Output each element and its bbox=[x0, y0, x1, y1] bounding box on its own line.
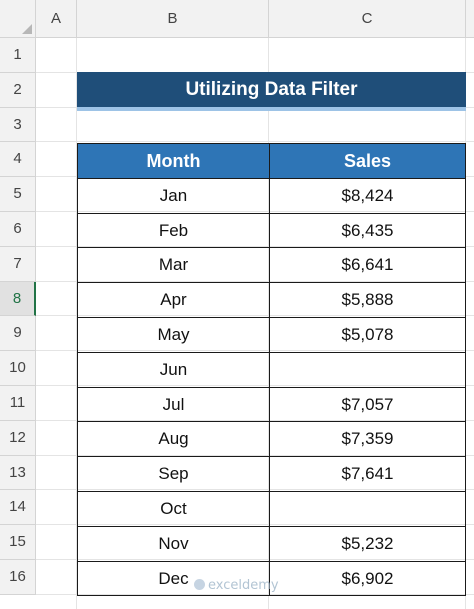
row-header-3[interactable]: 3 bbox=[0, 107, 36, 143]
row-header-5[interactable]: 5 bbox=[0, 177, 36, 212]
title-underline bbox=[77, 107, 466, 111]
row-header-1[interactable]: 1 bbox=[0, 38, 36, 73]
column-header-a[interactable]: A bbox=[36, 0, 77, 38]
column-header-c[interactable]: C bbox=[269, 0, 466, 38]
sales-cell[interactable]: $8,424 bbox=[269, 177, 466, 214]
sales-cell[interactable]: $6,641 bbox=[269, 247, 466, 284]
month-cell[interactable]: Nov bbox=[77, 525, 270, 562]
sheet-title[interactable]: Utilizing Data Filter bbox=[77, 72, 466, 107]
row-header-16[interactable]: 16 bbox=[0, 560, 36, 595]
table-header-month[interactable]: Month bbox=[77, 143, 270, 179]
watermark-text: exceldemy bbox=[208, 578, 279, 593]
gridline-row bbox=[36, 489, 474, 491]
month-cell[interactable]: Sep bbox=[77, 456, 270, 492]
gridline-col bbox=[76, 38, 77, 609]
gridline-row bbox=[36, 385, 474, 386]
gridline-row bbox=[36, 419, 474, 421]
month-cell[interactable]: Feb bbox=[77, 212, 270, 249]
gridline-row bbox=[36, 211, 474, 212]
month-cell[interactable]: Jun bbox=[77, 351, 270, 388]
sales-cell[interactable] bbox=[269, 351, 466, 388]
gridline-row bbox=[36, 245, 474, 247]
sales-cell[interactable]: $5,078 bbox=[269, 317, 466, 353]
gridline-row bbox=[36, 315, 474, 317]
gridline-row bbox=[36, 350, 474, 352]
watermark-logo-icon bbox=[194, 579, 205, 590]
row-header-11[interactable]: 11 bbox=[0, 386, 36, 421]
column-header-d[interactable] bbox=[466, 0, 474, 38]
gridline-col bbox=[268, 38, 269, 609]
sales-cell[interactable]: $6,435 bbox=[269, 212, 466, 249]
gridline-row bbox=[36, 280, 474, 282]
month-cell[interactable]: Mar bbox=[77, 247, 270, 284]
sales-cell[interactable]: $6,902 bbox=[269, 560, 466, 597]
row-header-15[interactable]: 15 bbox=[0, 525, 36, 560]
row-header-9[interactable]: 9 bbox=[0, 316, 36, 352]
row-header-12[interactable]: 12 bbox=[0, 420, 36, 456]
select-all-icon bbox=[22, 24, 32, 34]
row-header-4[interactable]: 4 bbox=[0, 142, 36, 178]
row-header-7[interactable]: 7 bbox=[0, 246, 36, 282]
watermark: exceldemy bbox=[194, 578, 279, 593]
month-cell[interactable]: Apr bbox=[77, 282, 270, 318]
row-header-2[interactable]: 2 bbox=[0, 72, 36, 108]
sales-cell[interactable]: $7,057 bbox=[269, 386, 466, 423]
gridline-row bbox=[36, 454, 474, 456]
gridline-row bbox=[36, 593, 474, 595]
row-header-13[interactable]: 13 bbox=[0, 455, 36, 491]
month-cell[interactable]: Aug bbox=[77, 421, 270, 458]
column-header-b[interactable]: B bbox=[77, 0, 269, 38]
row-header-14[interactable]: 14 bbox=[0, 490, 36, 526]
month-cell[interactable]: Oct bbox=[77, 491, 270, 527]
row-header-8[interactable]: 8 bbox=[0, 281, 36, 317]
sales-cell[interactable]: $5,232 bbox=[269, 525, 466, 562]
sales-cell[interactable]: $7,641 bbox=[269, 456, 466, 492]
gridline-row bbox=[36, 524, 474, 526]
row-header-10[interactable]: 10 bbox=[0, 351, 36, 386]
sales-cell[interactable] bbox=[269, 491, 466, 527]
gridline-row bbox=[36, 141, 474, 143]
sales-cell[interactable]: $5,888 bbox=[269, 282, 466, 318]
month-cell[interactable]: Jan bbox=[77, 177, 270, 214]
gridline-row bbox=[36, 559, 474, 560]
sales-cell[interactable]: $7,359 bbox=[269, 421, 466, 458]
row-header-6[interactable]: 6 bbox=[0, 212, 36, 247]
month-cell[interactable]: Jul bbox=[77, 386, 270, 423]
table-header-sales[interactable]: Sales bbox=[269, 143, 466, 179]
select-all-button[interactable] bbox=[0, 0, 36, 38]
month-cell[interactable]: May bbox=[77, 317, 270, 353]
